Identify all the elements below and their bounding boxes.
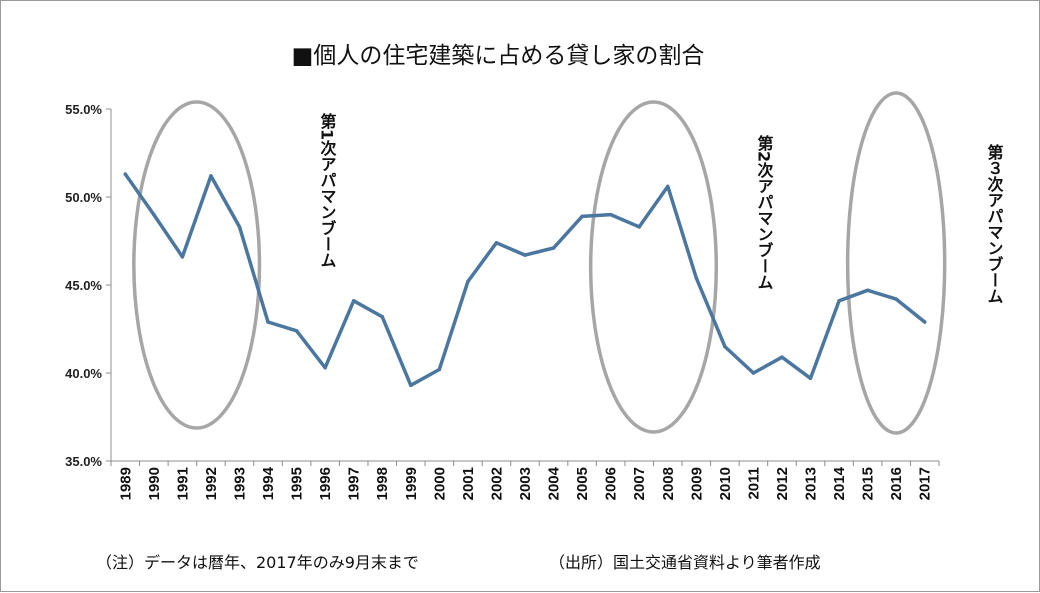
x-tick-label: 1998: [374, 467, 391, 500]
x-tick-label: 1989: [117, 467, 134, 500]
chart-title: ■個人の住宅建築に占める貸し家の割合: [292, 43, 705, 69]
data-point: [865, 288, 870, 293]
data-point: [751, 371, 756, 375]
data-point: [409, 383, 413, 388]
data-point: [494, 241, 499, 245]
y-tick-label: 45.0%: [65, 278, 102, 293]
data-point: [580, 214, 584, 219]
data-point: [437, 367, 442, 372]
x-tick-label: 2001: [460, 467, 477, 500]
data-point: [723, 344, 727, 349]
data-point: [466, 279, 470, 284]
data-point: [666, 184, 670, 189]
x-tick-label: 1999: [403, 467, 420, 500]
x-tick-label: 2017: [917, 467, 934, 500]
data-point: [922, 320, 927, 324]
y-tick-label: 50.0%: [65, 190, 102, 205]
x-tick-label: 1996: [317, 467, 334, 500]
y-tick-label: 40.0%: [65, 366, 102, 381]
data-point: [780, 355, 784, 359]
x-tick-label: 1995: [289, 467, 306, 500]
x-tick-label: 2007: [631, 467, 648, 500]
data-point: [266, 320, 270, 324]
data-point: [237, 225, 242, 229]
data-point: [837, 299, 841, 303]
footnote-note: （注）データは暦年、2017年のみ9月末まで: [96, 553, 419, 572]
y-tick-label: 35.0%: [65, 454, 102, 469]
x-tick-label: 2004: [546, 466, 563, 500]
x-tick-label: 2010: [717, 467, 734, 500]
highlight-ellipse-1: [132, 100, 262, 430]
data-point: [380, 314, 384, 319]
x-tick-label: 1994: [260, 466, 277, 500]
x-tick-label: 1990: [146, 467, 163, 500]
boom-label-1: 第1次アパマンブーム: [318, 112, 337, 268]
data-point: [694, 276, 699, 280]
series-line: [123, 172, 927, 388]
data-point: [351, 299, 356, 303]
footnote-source: （出所）国土交通省資料より筆者作成: [549, 553, 821, 572]
x-tick-label: 1997: [346, 467, 363, 500]
data-point: [323, 365, 327, 370]
data-point: [209, 174, 213, 178]
boom-label-3: 第３次アパマンブーム: [985, 143, 1004, 304]
x-tick-label: 2006: [603, 467, 620, 500]
highlight-ellipse-3: [845, 91, 947, 435]
data-point: [637, 225, 641, 229]
highlight-ellipse-2: [588, 100, 719, 434]
data-point: [808, 376, 813, 381]
data-point: [894, 297, 898, 301]
x-tick-label: 2012: [774, 467, 791, 500]
x-tick-label: 2008: [660, 467, 677, 500]
data-point: [294, 329, 299, 333]
x-tick-label: 2013: [803, 467, 820, 500]
x-tick-label: 2005: [574, 467, 591, 500]
x-tick-label: 2000: [431, 467, 448, 500]
x-tick-label: 2002: [488, 467, 505, 500]
data-point: [123, 172, 128, 176]
y-tick-label: 55.0%: [65, 102, 102, 117]
x-tick-label: 2014: [831, 466, 848, 500]
data-point: [152, 212, 156, 217]
data-point: [523, 253, 527, 257]
x-tick-label: 2009: [688, 467, 705, 500]
x-tick-label: 2015: [860, 467, 877, 500]
x-tick-label: 1993: [231, 467, 248, 500]
data-point: [608, 212, 613, 217]
x-tick-label: 2003: [517, 467, 534, 500]
data-point: [180, 255, 185, 259]
data-point: [551, 246, 556, 250]
x-tick-label: 2016: [888, 467, 905, 500]
x-tick-label: 1992: [203, 467, 220, 500]
boom-label-2: 第2次アパマンブーム: [755, 134, 774, 290]
x-tick-label: 1991: [174, 467, 191, 500]
x-tick-label: 2011: [745, 467, 762, 500]
